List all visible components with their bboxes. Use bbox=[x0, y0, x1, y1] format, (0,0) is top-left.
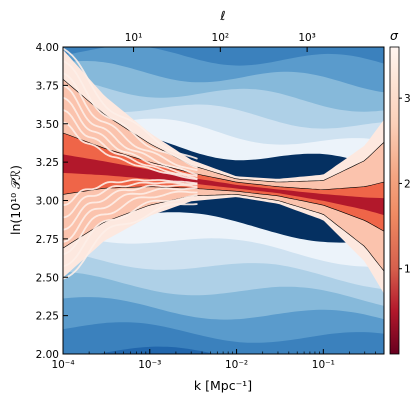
y-tick-label: 2.25 bbox=[36, 311, 59, 323]
colorbar-tick-label: 1 bbox=[404, 264, 411, 276]
background-contours bbox=[63, 47, 384, 354]
plot-area bbox=[63, 47, 384, 354]
feature-curve bbox=[63, 84, 198, 176]
background-level-bottom bbox=[97, 346, 384, 354]
x-tick-label: 10⁻³ bbox=[138, 359, 161, 371]
feature-curve bbox=[63, 72, 198, 172]
contour-line bbox=[63, 194, 384, 272]
y-axis: 2.00 2.25 2.50 2.75 3.00 3.25 3.50 3.75 4.00 bbox=[36, 42, 68, 361]
band-outer bbox=[63, 49, 384, 294]
x-tick-label: 10⁻² bbox=[225, 359, 248, 371]
background-level-top bbox=[63, 47, 384, 66]
feature-curve bbox=[63, 121, 198, 181]
top-tick-label: 10² bbox=[212, 32, 230, 44]
contour-line bbox=[63, 78, 384, 183]
y-axis-label: ln(10¹⁰ 𝒫ℛ) bbox=[8, 165, 23, 235]
feature-curve bbox=[63, 181, 198, 219]
colorbar-tick-label: 3 bbox=[404, 93, 411, 105]
feature-curve bbox=[63, 203, 198, 280]
feature-curve bbox=[63, 184, 198, 231]
sample-curves bbox=[63, 47, 198, 280]
x-tick-label: 10⁻⁴ bbox=[51, 359, 74, 371]
feature-curve bbox=[63, 60, 198, 169]
colorbar-ticks: 1 2 3 bbox=[399, 93, 411, 276]
feature-curve bbox=[63, 96, 198, 178]
y-tick-label: 2.75 bbox=[36, 234, 59, 246]
feature-curve bbox=[63, 194, 198, 268]
contour-line bbox=[63, 186, 384, 232]
band-2sigma bbox=[63, 133, 384, 232]
y-tick-label: 3.00 bbox=[36, 196, 59, 208]
x-axis: 10⁻⁴ 10⁻³ 10⁻² 10⁻¹ bbox=[51, 349, 385, 371]
feature-curve bbox=[63, 47, 198, 160]
feature-curve bbox=[63, 187, 198, 243]
y-tick-label: 4.00 bbox=[36, 42, 59, 54]
y-tick-label: 3.50 bbox=[36, 119, 59, 131]
top-axis: 10¹ 10² 10³ bbox=[125, 32, 316, 52]
y-tick-label: 3.75 bbox=[36, 80, 59, 92]
band-1sigma bbox=[63, 154, 384, 216]
feature-curve bbox=[63, 178, 198, 206]
contour-line bbox=[63, 132, 384, 191]
x-tick-label: 10⁻¹ bbox=[312, 359, 335, 371]
top-tick-label: 10¹ bbox=[125, 32, 143, 44]
y-tick-label: 2.00 bbox=[36, 349, 59, 361]
sigma-bands bbox=[63, 49, 384, 294]
y-tick-label: 3.25 bbox=[36, 157, 59, 169]
feature-curve bbox=[63, 190, 198, 256]
top-axis-label: ℓ bbox=[219, 8, 225, 23]
x-axis-label: k [Mpc⁻¹] bbox=[194, 378, 252, 393]
colorbar bbox=[389, 46, 400, 355]
colorbar-tick-label: 2 bbox=[404, 178, 411, 190]
y-tick-label: 2.50 bbox=[36, 272, 59, 284]
background-level-top bbox=[63, 47, 384, 93]
background-level-bottom bbox=[63, 322, 384, 354]
colorbar-label: σ bbox=[390, 28, 399, 43]
feature-curve bbox=[63, 109, 198, 180]
top-tick-label: 10³ bbox=[298, 32, 316, 44]
